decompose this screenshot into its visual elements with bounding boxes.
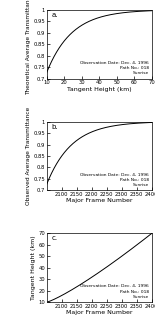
X-axis label: Major Frame Number: Major Frame Number	[66, 310, 133, 315]
Text: b.: b.	[52, 124, 58, 130]
Y-axis label: Observed Average Transmittance: Observed Average Transmittance	[26, 107, 31, 205]
X-axis label: Tangent Height (km): Tangent Height (km)	[67, 86, 131, 92]
Text: Observation Date: Dec. 4, 1996
Path No.: 018
Sunrise: Observation Date: Dec. 4, 1996 Path No.:…	[80, 61, 149, 75]
X-axis label: Major Frame Number: Major Frame Number	[66, 198, 133, 203]
Text: c.: c.	[52, 235, 58, 241]
Text: Observation Date: Dec. 4, 1996
Path No.: 018
Sunrise: Observation Date: Dec. 4, 1996 Path No.:…	[80, 173, 149, 187]
Text: Observation Date: Dec. 4, 1996
Path No.: 018
Sunrise: Observation Date: Dec. 4, 1996 Path No.:…	[80, 284, 149, 299]
Y-axis label: Theoretical Average Transmittance: Theoretical Average Transmittance	[26, 0, 31, 96]
Y-axis label: Tangent Height (km): Tangent Height (km)	[31, 235, 36, 300]
Text: a.: a.	[52, 12, 58, 18]
